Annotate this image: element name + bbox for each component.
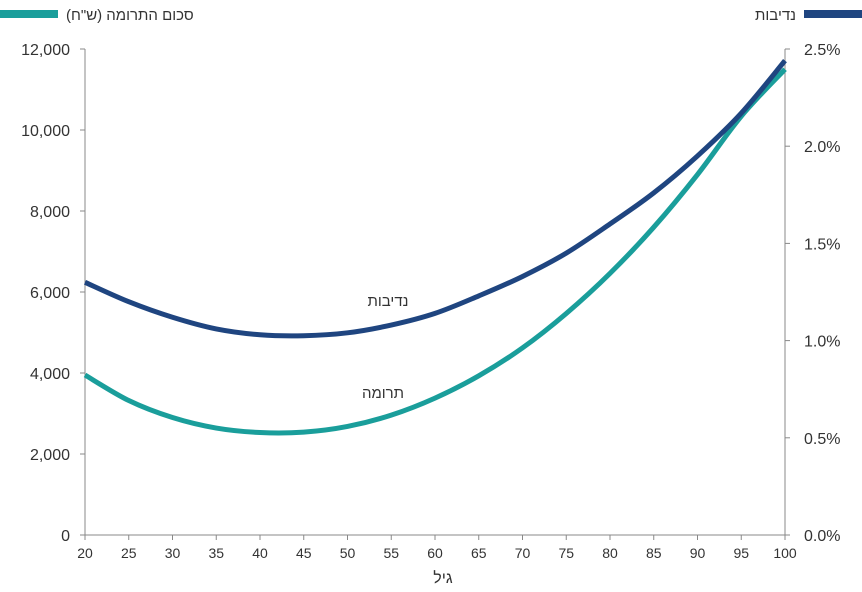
y-left-tick-label: 6,000 — [30, 285, 70, 302]
y-left-tick-label: 12,000 — [21, 42, 70, 59]
y-right-tick-label: 1.5% — [804, 236, 840, 253]
y-right-tick-label: 1.0% — [804, 334, 840, 351]
x-tick-label: 25 — [121, 545, 137, 561]
y-right-tick-label: 2.0% — [804, 139, 840, 156]
series-generosity-line — [83, 59, 787, 339]
x-tick-label: 40 — [252, 545, 268, 561]
x-tick-label: 60 — [427, 545, 443, 561]
y-left-tick-label: 4,000 — [30, 366, 70, 383]
y-left-tick-label: 8,000 — [30, 204, 70, 221]
legend-left-label: סכום התרומה (ש"ח) — [66, 7, 194, 24]
x-tick-label: 85 — [646, 545, 662, 561]
y-right-ticks: 0.0% 0.5% 1.0% 1.5% 2.0% 2.5% — [785, 42, 840, 545]
legend-right-swatch — [804, 10, 862, 18]
y-right-tick-label: 2.5% — [804, 42, 840, 59]
x-tick-label: 45 — [296, 545, 312, 561]
y-right-tick-label: 0.0% — [804, 528, 840, 545]
x-tick-label: 70 — [515, 545, 531, 561]
x-tick-label: 30 — [165, 545, 181, 561]
x-tick-label: 90 — [690, 545, 706, 561]
x-tick-label: 50 — [340, 545, 356, 561]
x-tick-label: 65 — [471, 545, 487, 561]
y-left-tick-label: 10,000 — [21, 123, 70, 140]
annotation-generosity: נדיבות — [368, 293, 409, 310]
legend-left: סכום התרומה (ש"ח) — [0, 7, 194, 24]
x-tick-label: 35 — [208, 545, 224, 561]
legend-right: נדיבות — [755, 7, 862, 24]
x-tick-label: 20 — [77, 545, 93, 561]
annotation-donation: תרומה — [362, 385, 404, 402]
x-axis-label: גיל — [433, 569, 453, 587]
x-ticks: 20 25 30 35 40 45 50 55 60 65 70 75 80 85 90 95 100 — [77, 535, 797, 561]
series-donation-line — [83, 67, 787, 436]
x-tick-label: 100 — [773, 545, 797, 561]
y-left-ticks: 0 2,000 4,000 6,000 8,000 10,000 12,000 — [21, 42, 85, 545]
legend-right-label: נדיבות — [755, 7, 796, 24]
x-tick-label: 95 — [733, 545, 749, 561]
y-left-tick-label: 2,000 — [30, 447, 70, 464]
legend-left-swatch — [0, 10, 58, 18]
x-tick-label: 80 — [602, 545, 618, 561]
x-tick-label: 55 — [383, 545, 399, 561]
y-left-tick-label: 0 — [61, 528, 70, 545]
y-right-tick-label: 0.5% — [804, 431, 840, 448]
x-tick-label: 75 — [558, 545, 574, 561]
